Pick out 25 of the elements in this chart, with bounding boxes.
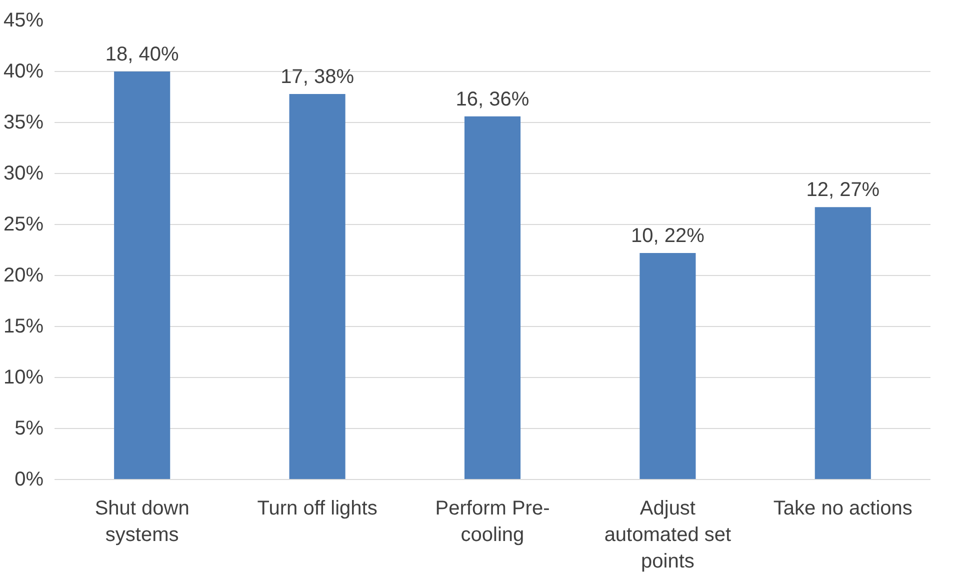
y-tick-label: 25% bbox=[3, 214, 44, 236]
data-label: 12, 27% bbox=[806, 179, 880, 202]
y-tick-label: 5% bbox=[14, 418, 44, 440]
y-tick-label: 15% bbox=[3, 316, 44, 338]
x-tick-label: Perform Pre-cooling bbox=[435, 498, 550, 546]
x-tick-label: Adjust automated set points bbox=[604, 498, 732, 572]
bar bbox=[289, 94, 346, 480]
x-tick-label: Take no actions bbox=[773, 498, 912, 520]
data-label: 17, 38% bbox=[280, 66, 354, 88]
data-label: 18, 40% bbox=[105, 44, 180, 66]
x-tick-label: Turn off lights bbox=[257, 498, 378, 520]
y-tick-label: 30% bbox=[3, 162, 44, 184]
bar bbox=[640, 253, 696, 480]
data-label: 16, 36% bbox=[456, 88, 530, 110]
bar bbox=[464, 116, 521, 480]
data-label: 10, 22% bbox=[631, 225, 705, 248]
x-tick-label: Shut down systems bbox=[94, 498, 190, 546]
y-tick-label: 0% bbox=[14, 468, 44, 490]
y-tick-label: 10% bbox=[3, 366, 44, 388]
y-tick-label: 40% bbox=[3, 60, 44, 82]
y-tick-label: 35% bbox=[3, 112, 44, 134]
y-tick-label: 45% bbox=[3, 10, 44, 32]
bar bbox=[814, 207, 871, 480]
y-tick-label: 20% bbox=[3, 264, 44, 286]
bar bbox=[114, 72, 170, 480]
